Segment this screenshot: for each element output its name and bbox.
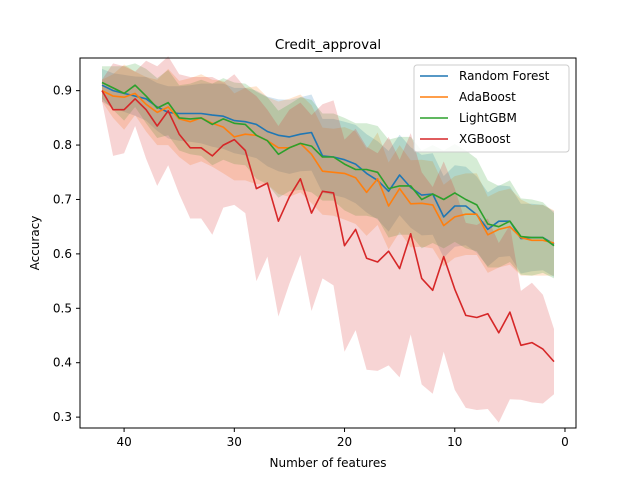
xgboost-legend-label: XGBoost	[459, 132, 511, 146]
adaboost-band	[102, 64, 554, 276]
lightgbm-legend-label: LightGBM	[459, 111, 517, 125]
adaboost-line	[101, 89, 555, 244]
x-tick-label: 40	[116, 435, 131, 449]
y-tick-label: 0.6	[53, 247, 72, 261]
y-axis-label: Accuracy	[28, 216, 42, 271]
confidence-bands	[102, 56, 554, 423]
lightgbm-line	[101, 81, 555, 247]
xgboost-line	[101, 90, 555, 363]
y-tick-label: 0.8	[53, 138, 72, 152]
x-axis-label: Number of features	[270, 456, 387, 470]
y-tick-label: 0.4	[53, 356, 72, 370]
y-tick-label: 0.9	[53, 84, 72, 98]
legend-box	[413, 64, 570, 153]
x-tick-label: 10	[447, 435, 462, 449]
chart-title: Credit_approval	[275, 37, 381, 53]
x-axis-ticks: 40 30 20 10 0	[116, 428, 569, 449]
plot-frame	[79, 57, 577, 429]
random-forest-band	[102, 68, 554, 277]
series-lines	[101, 81, 555, 363]
xgboost-band	[102, 56, 554, 423]
y-tick-label: 0.5	[53, 301, 72, 315]
x-tick-label: 20	[337, 435, 352, 449]
legend: Random Forest AdaBoost LightGBM XGBoost	[413, 64, 570, 153]
lightgbm-band	[102, 63, 554, 279]
y-tick-label: 0.3	[53, 410, 72, 424]
x-tick-label: 30	[227, 435, 242, 449]
y-tick-label: 0.7	[53, 192, 72, 206]
y-axis-ticks: 0.3 0.4 0.5 0.6 0.7 0.8 0.9	[53, 84, 80, 424]
random-forest-legend-label: Random Forest	[459, 69, 550, 83]
x-tick-label: 0	[561, 435, 569, 449]
adaboost-legend-label: AdaBoost	[459, 90, 516, 104]
